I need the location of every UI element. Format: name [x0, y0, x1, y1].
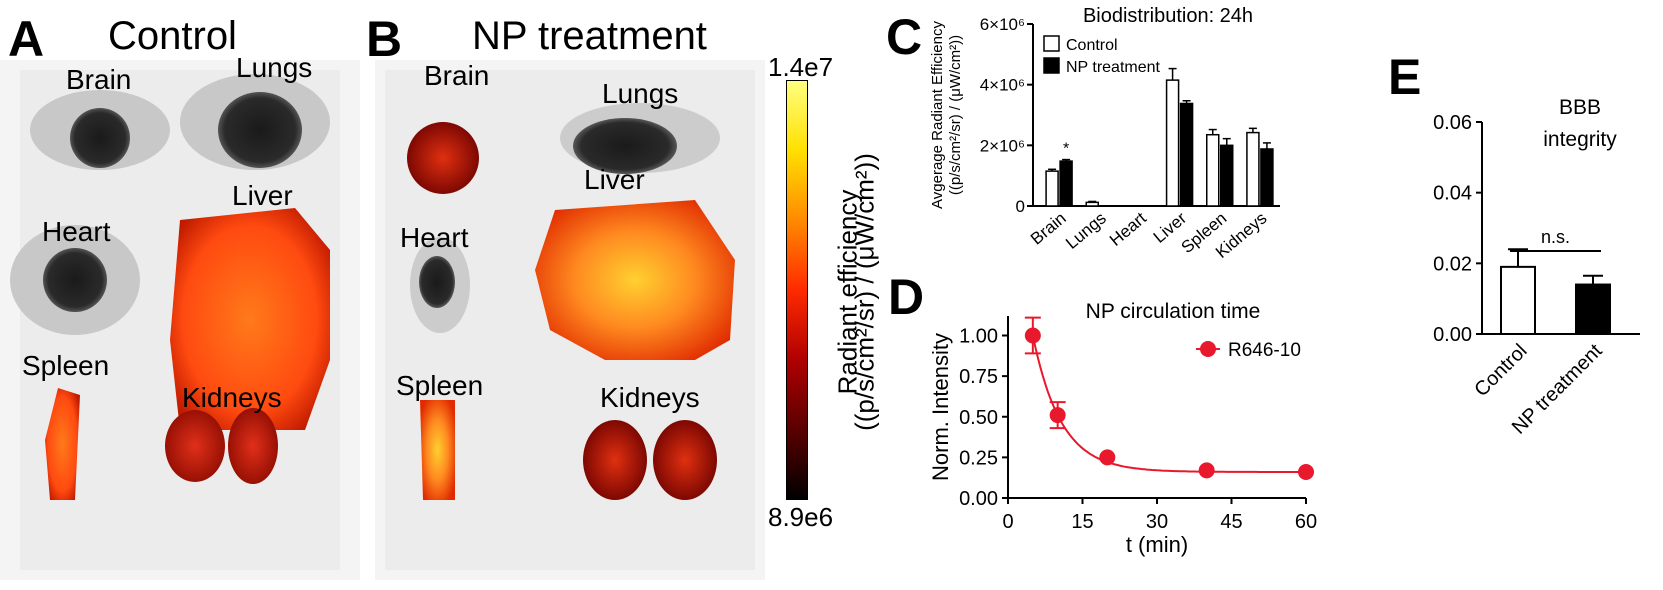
chart-c-bar	[1179, 102, 1194, 207]
colorbar-min-label: 8.9e6	[768, 502, 834, 532]
chart-c-ytick-label: 0	[1016, 197, 1025, 216]
panel-b-label-kidneys: Kidneys	[600, 382, 700, 413]
panel-b-photo	[375, 60, 765, 580]
chart-d-legend-label: R646-10	[1228, 340, 1301, 361]
chart-d-point	[1198, 462, 1215, 479]
chart-c-bar	[1085, 201, 1099, 207]
chart-e-ytick-label: 0.06	[1433, 112, 1472, 134]
chart-d-fit-curve	[1031, 335, 1306, 473]
chart-c-category-label: Lungs	[1062, 209, 1110, 253]
chart-c-ylabel-1: Avgerage Radiant Efficiency	[929, 21, 946, 209]
panel-a-organs-image	[10, 70, 340, 570]
panel-a-label-liver: Liver	[232, 180, 293, 211]
panel-b-letter: B	[366, 11, 403, 67]
chart-c-bar	[1059, 160, 1073, 207]
chart-d-point	[1298, 464, 1314, 480]
panel-a-photo	[0, 60, 360, 580]
chart-d-ytick-label: 1.00	[959, 326, 998, 348]
panel-a-label-spleen: Spleen	[22, 350, 110, 381]
panel-c-letter: C	[886, 9, 923, 65]
chart-e-annotation: n.s.	[1541, 227, 1570, 247]
chart-e-bar	[1575, 283, 1611, 336]
panel-b-label-brain: Brain	[424, 60, 490, 91]
panel-a-label-kidneys: Kidneys	[182, 382, 282, 413]
chart-e-ytick-label: 0.02	[1433, 253, 1472, 275]
panel-a-label-lungs: Lungs	[236, 52, 313, 83]
chart-c-category-label: Brain	[1027, 209, 1070, 249]
panel-a-letter: A	[8, 11, 45, 67]
chart-d-ytick-label: 0.75	[959, 366, 998, 388]
chart-d-xtick-label: 15	[1071, 511, 1093, 533]
chart-e-ylabel: Relative fluorescein level	[1400, 124, 1401, 356]
colorbar-max-label: 1.4e7	[768, 52, 834, 82]
chart-c-bar	[1206, 133, 1220, 207]
chart-e-category-label: Control	[1470, 340, 1531, 401]
panel-b-label-liver: Liver	[584, 164, 645, 195]
chart-c-bar	[1165, 79, 1180, 207]
chart-c-bar	[1045, 170, 1059, 207]
chart-c-title: Biodistribution: 24h	[1083, 5, 1253, 27]
panel-b-organs-image	[385, 70, 755, 570]
chart-c-legend-swatch	[1043, 57, 1060, 74]
panel-e-letter: E	[1388, 49, 1422, 105]
chart-d-ytick-label: 0.00	[959, 488, 998, 510]
chart-c-legend-label: NP treatment	[1066, 59, 1161, 76]
chart-d-ytick-label: 0.50	[959, 407, 998, 429]
panel-b-title: NP treatment	[472, 14, 707, 58]
chart-d-xtick-label: 60	[1295, 511, 1317, 533]
chart-d-xtick-label: 30	[1146, 511, 1168, 533]
chart-d-xtick-label: 45	[1220, 511, 1242, 533]
panel-a-title: Control	[108, 14, 237, 58]
chart-d-point	[1049, 407, 1066, 424]
chart-c-category-label: Heart	[1106, 208, 1150, 249]
chart-d-legend-marker	[1200, 341, 1216, 357]
chart-d-point	[1099, 449, 1116, 466]
chart-c-ytick-label: 4×10⁶	[980, 76, 1025, 95]
chart-c-ytick-label: 6×10⁶	[980, 15, 1025, 34]
chart-e: BBB integrity 0.00 0.02 0.04 0.06 Relative flu…	[1400, 96, 1640, 439]
chart-e-ytick-label: 0.04	[1433, 183, 1472, 205]
chart-c-bar	[1220, 144, 1234, 207]
chart-e-title-2: integrity	[1543, 128, 1617, 151]
chart-d: NP circulation time 0.00 0.25 0.50 0.75 1.00 0…	[928, 300, 1317, 557]
chart-d-title: NP circulation time	[1086, 300, 1261, 323]
chart-c: Biodistribution: 24h 0 2×10⁶ 4×10⁶ 6×10⁶ Avge…	[929, 5, 1280, 262]
chart-d-xtick-label: 0	[1002, 511, 1013, 533]
chart-c-annotation: *	[1063, 141, 1069, 158]
chart-e-bar	[1500, 265, 1536, 335]
chart-c-bar	[1246, 131, 1260, 207]
chart-c-ylabel-2: ((p/s/cm²/sr) / (μW/cm²))	[947, 35, 964, 195]
chart-d-ylabel: Norm. Intensity	[928, 333, 953, 481]
chart-d-xlabel: t (min)	[1126, 532, 1188, 557]
chart-d-point	[1024, 327, 1041, 344]
panel-a-label-brain: Brain	[66, 64, 132, 95]
panel-b-label-spleen: Spleen	[396, 370, 484, 401]
chart-e-title-1: BBB	[1559, 96, 1601, 119]
panel-a-label-heart: Heart	[42, 216, 111, 247]
panel-b-label-lungs: Lungs	[602, 78, 679, 109]
panel-d-letter: D	[888, 269, 925, 325]
chart-c-bar	[1260, 148, 1274, 207]
colorbar	[786, 80, 808, 500]
panel-b-label-heart: Heart	[400, 222, 469, 253]
chart-c-legend-label: Control	[1066, 37, 1118, 54]
colorbar-unit-label: ((p/s/cm²/sr) / (μW/cm²))	[849, 153, 880, 431]
chart-c-ytick-label: 2×10⁶	[980, 136, 1025, 155]
chart-e-ytick-label: 0.00	[1433, 324, 1472, 346]
chart-d-ytick-label: 0.25	[959, 447, 998, 469]
chart-c-legend-swatch	[1043, 35, 1060, 52]
